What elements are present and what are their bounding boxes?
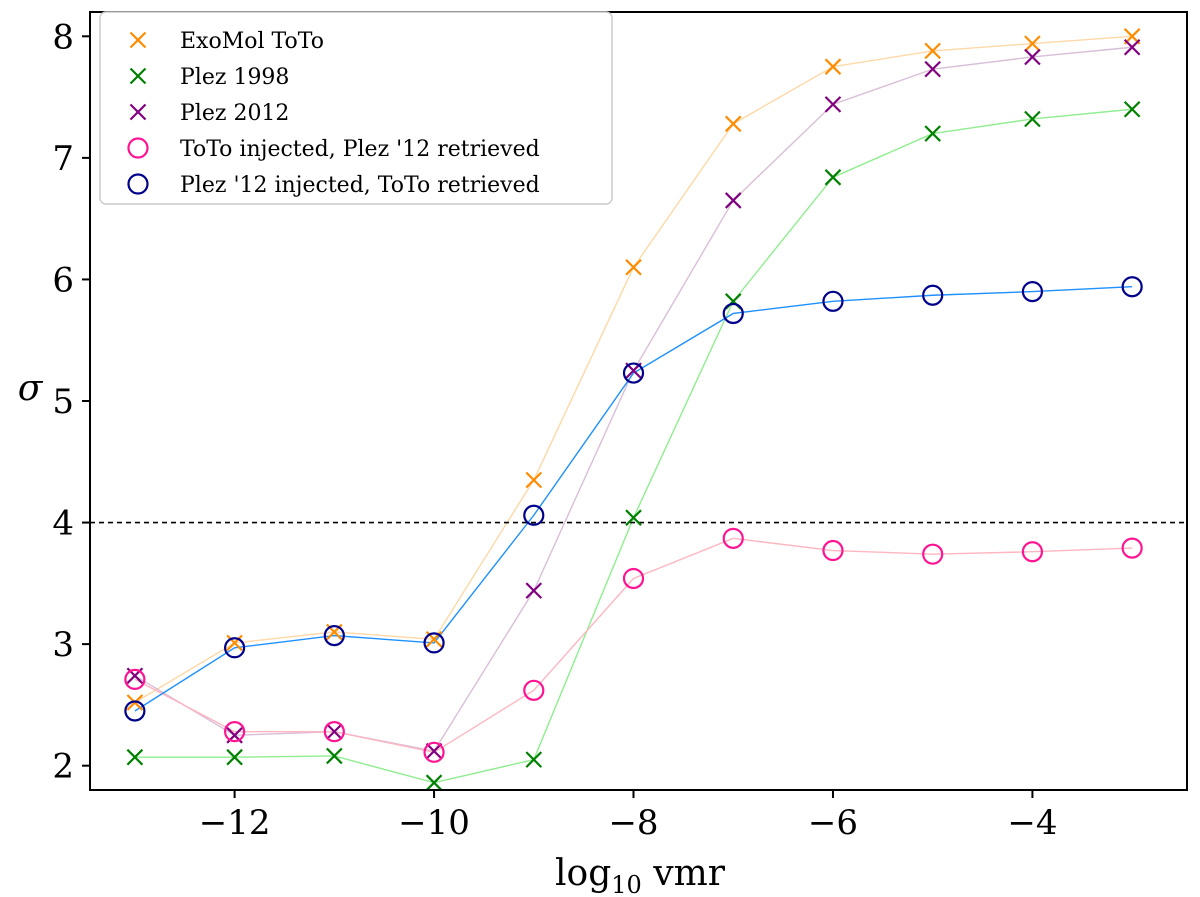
x-tick-label: −4 bbox=[1007, 803, 1057, 843]
y-axis-label: σ bbox=[18, 368, 44, 409]
x-axis-label: log10 vmr bbox=[555, 853, 726, 897]
legend-box bbox=[99, 11, 613, 205]
data-point bbox=[822, 539, 844, 562]
x-marker-icon bbox=[129, 67, 147, 85]
data-point bbox=[224, 721, 246, 743]
series-line-4 bbox=[134, 286, 1133, 712]
y-tick-label: 5 bbox=[52, 382, 74, 422]
data-point bbox=[423, 741, 445, 763]
data-point bbox=[1021, 541, 1044, 563]
legend-item: Plez 1998 bbox=[129, 65, 289, 90]
data-point bbox=[1024, 35, 1041, 52]
y-tick-label: 4 bbox=[52, 504, 74, 544]
x-tick-label: −6 bbox=[808, 803, 858, 843]
y-tick-label: 7 bbox=[52, 139, 74, 179]
data-point bbox=[326, 747, 343, 765]
data-point bbox=[323, 721, 345, 743]
data-point bbox=[224, 637, 246, 659]
y-tick-label: 8 bbox=[52, 17, 74, 57]
data-point bbox=[124, 700, 146, 722]
data-point bbox=[523, 504, 545, 526]
series-markers bbox=[124, 28, 1143, 791]
data-point bbox=[1123, 38, 1141, 56]
y-tick-label: 6 bbox=[52, 260, 74, 300]
series-line-1 bbox=[134, 108, 1133, 784]
legend-label: Plez 1998 bbox=[180, 65, 289, 90]
legend-label: Plez '12 injected, ToTo retrieved bbox=[180, 173, 540, 198]
data-point bbox=[1121, 537, 1143, 559]
x-axis-label-base: log bbox=[555, 853, 611, 894]
x-axis-label-subscript: 10 bbox=[611, 871, 642, 897]
data-point bbox=[824, 58, 842, 75]
legend-label: Plez 2012 bbox=[180, 101, 289, 126]
data-point bbox=[326, 723, 343, 740]
series-points-1 bbox=[126, 100, 1141, 791]
x-marker-icon bbox=[129, 103, 147, 121]
y-tick-label: 3 bbox=[52, 625, 74, 665]
data-point bbox=[924, 125, 941, 142]
y-tick-label: 2 bbox=[52, 747, 74, 787]
circle-marker-icon bbox=[127, 137, 149, 159]
legend-label: ToTo injected, Plez '12 retrieved bbox=[180, 137, 540, 162]
data-point bbox=[824, 96, 842, 113]
x-tick-label: −12 bbox=[199, 803, 271, 843]
x-axis-label-rest: vmr bbox=[642, 853, 726, 894]
data-point bbox=[425, 774, 443, 791]
legend-items: ExoMol ToTo Plez 1998 Plez 2012 ToTo inject… bbox=[127, 29, 540, 198]
data-point bbox=[523, 679, 545, 701]
legend-item: ExoMol ToTo bbox=[129, 29, 324, 54]
data-point bbox=[226, 634, 243, 652]
legend-item: ToTo injected, Plez '12 retrieved bbox=[127, 137, 540, 162]
data-point bbox=[922, 284, 944, 306]
data-point bbox=[226, 748, 243, 766]
x-tick-label: −10 bbox=[398, 803, 470, 843]
series-points-4 bbox=[124, 276, 1143, 722]
data-point bbox=[525, 582, 543, 599]
data-point bbox=[126, 748, 144, 766]
data-point bbox=[922, 543, 944, 565]
data-point bbox=[724, 192, 742, 209]
data-point bbox=[525, 751, 543, 768]
data-point bbox=[924, 42, 941, 60]
data-point bbox=[622, 362, 645, 384]
circle-marker-icon bbox=[127, 173, 149, 195]
data-point bbox=[1121, 276, 1143, 298]
data-point bbox=[722, 527, 744, 549]
data-point bbox=[525, 471, 543, 489]
data-point bbox=[124, 668, 146, 690]
legend-item: Plez '12 injected, ToTo retrieved bbox=[127, 173, 540, 198]
x-marker-icon bbox=[129, 31, 147, 49]
data-point bbox=[724, 115, 742, 133]
series-line-3 bbox=[134, 537, 1133, 754]
data-point bbox=[423, 632, 445, 654]
data-point bbox=[824, 169, 842, 186]
legend-item: Plez 2012 bbox=[129, 101, 289, 126]
data-point bbox=[1123, 100, 1141, 118]
data-point bbox=[425, 742, 443, 760]
data-point bbox=[924, 60, 941, 78]
legend: ExoMol ToTo Plez 1998 Plez 2012 ToTo inject… bbox=[99, 11, 613, 205]
series-points-3 bbox=[124, 527, 1143, 763]
data-point bbox=[1024, 48, 1041, 66]
axis-ticks: −12 −10 −8 −6 −4 2 3 4 5 6 7 8 bbox=[52, 17, 1057, 843]
legend-label: ExoMol ToTo bbox=[180, 29, 324, 54]
data-point bbox=[1021, 280, 1044, 303]
data-point bbox=[722, 302, 744, 325]
data-point bbox=[1024, 110, 1041, 128]
data-point bbox=[822, 290, 844, 312]
data-point bbox=[323, 625, 345, 647]
x-tick-label: −8 bbox=[608, 803, 658, 843]
data-point bbox=[622, 567, 645, 590]
data-point bbox=[625, 259, 642, 276]
data-point bbox=[625, 509, 642, 526]
